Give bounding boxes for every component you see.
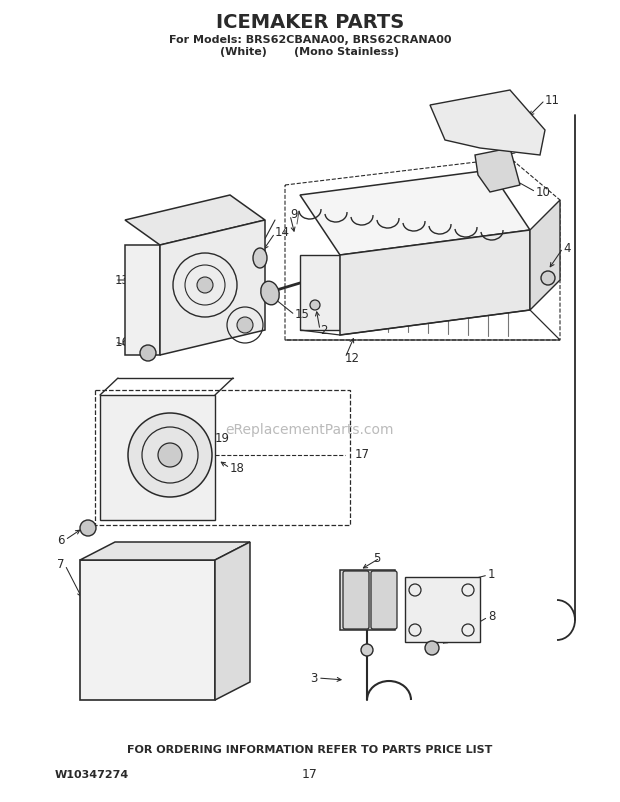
Polygon shape [160,220,265,355]
Circle shape [541,271,555,285]
Circle shape [237,317,253,333]
FancyBboxPatch shape [371,571,397,629]
Text: 3: 3 [311,671,318,684]
Polygon shape [340,570,395,630]
Text: 14: 14 [275,226,290,240]
Text: 17: 17 [302,768,318,781]
Circle shape [80,520,96,536]
Text: ICEMAKER PARTS: ICEMAKER PARTS [216,13,404,31]
Ellipse shape [261,282,279,305]
Circle shape [361,644,373,656]
Polygon shape [340,230,530,335]
Text: 11: 11 [545,94,560,107]
Ellipse shape [253,248,267,268]
Circle shape [310,300,320,310]
Text: 19: 19 [215,431,230,444]
Text: 1: 1 [488,569,495,581]
Polygon shape [125,195,265,245]
Text: 4: 4 [563,241,570,254]
Circle shape [197,277,213,293]
Polygon shape [80,542,250,560]
Polygon shape [405,577,480,642]
Text: 16: 16 [115,335,130,349]
Text: 9: 9 [290,209,298,221]
Text: FOR ORDERING INFORMATION REFER TO PARTS PRICE LIST: FOR ORDERING INFORMATION REFER TO PARTS … [127,745,493,755]
Polygon shape [100,395,215,520]
Circle shape [128,413,212,497]
Circle shape [425,641,439,655]
Circle shape [140,345,156,361]
Polygon shape [215,542,250,700]
Polygon shape [530,200,560,310]
Text: 7: 7 [58,558,65,572]
Text: W10347274: W10347274 [55,770,129,780]
Text: eReplacementParts.com: eReplacementParts.com [226,423,394,437]
Text: 6: 6 [58,533,65,546]
Text: 18: 18 [230,461,245,475]
Polygon shape [80,560,215,700]
Polygon shape [125,245,160,355]
Polygon shape [430,90,545,155]
Polygon shape [475,148,520,192]
Text: 5: 5 [373,552,380,565]
Polygon shape [300,255,340,330]
Text: 2: 2 [320,323,327,337]
FancyBboxPatch shape [343,571,369,629]
Text: 8: 8 [488,610,495,623]
Text: 13: 13 [115,273,130,286]
Text: (White)       (Mono Stainless): (White) (Mono Stainless) [221,47,399,57]
Circle shape [158,443,182,467]
Text: 10: 10 [536,185,551,199]
Text: For Models: BRS62CBANA00, BRS62CRANA00: For Models: BRS62CBANA00, BRS62CRANA00 [169,35,451,45]
Text: 15: 15 [295,309,310,322]
Text: 17: 17 [355,448,370,461]
Polygon shape [300,170,530,255]
Text: 12: 12 [345,351,360,364]
